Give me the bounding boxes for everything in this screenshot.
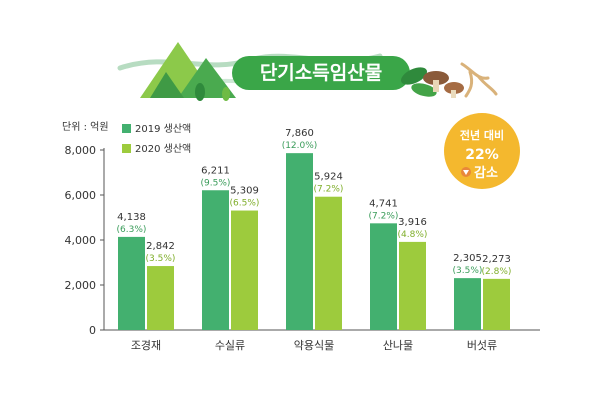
bar-2019	[370, 223, 397, 330]
leaf-icon	[400, 67, 428, 85]
y-tick-label: 8,000	[65, 144, 97, 157]
legend-swatch-2020	[122, 144, 131, 153]
bar-2020	[231, 210, 258, 330]
data-label-value: 6,211	[201, 165, 230, 176]
data-label-value: 4,138	[117, 212, 146, 223]
data-label-value: 2,305	[453, 253, 482, 264]
bar-2020	[483, 278, 510, 330]
data-label-share: (2.8%)	[482, 267, 512, 277]
bar-2019	[286, 153, 313, 330]
x-tick-label: 조경재	[131, 339, 161, 352]
bar-2020	[399, 241, 426, 330]
data-label-share: (3.5%)	[453, 266, 483, 276]
y-tick-label: 6,000	[65, 189, 97, 202]
data-label-value: 5,924	[314, 172, 343, 183]
header-illustration: 단기소득임산물	[117, 42, 498, 101]
data-label-share: (9.5%)	[201, 178, 231, 188]
legend: 2019 생산액 2020 생산액	[122, 123, 191, 155]
mushroom-icon	[433, 80, 439, 92]
chart-title: 단기소득임산물	[260, 62, 382, 84]
legend-label-2019: 2019 생산액	[135, 123, 191, 135]
bar-2020	[315, 196, 342, 330]
leaf-icon	[411, 83, 437, 97]
badge-line1: 전년 대비	[460, 128, 504, 142]
tree-icon	[222, 87, 230, 101]
x-tick-label: 약용식물	[294, 338, 334, 352]
data-label-share: (6.5%)	[230, 199, 260, 209]
mountain-icon	[150, 72, 184, 98]
tree-icon	[195, 83, 205, 101]
legend-label-2020: 2020 생산액	[135, 143, 191, 155]
x-tick-label: 산나물	[383, 339, 413, 352]
y-tick-label: 2,000	[65, 279, 97, 292]
y-ticks: 0 2,000 4,000 6,000 8,000	[65, 144, 104, 337]
bar-2020	[147, 266, 174, 330]
mountain-icon	[178, 58, 236, 98]
badge-line2: 22%	[465, 147, 499, 163]
data-label-value: 5,309	[230, 186, 259, 197]
badge-line3: 감소	[474, 166, 498, 181]
data-label-share: (12.0%)	[282, 141, 318, 151]
mushroom-icon	[423, 71, 449, 85]
y-tick-label: 4,000	[65, 234, 97, 247]
title-banner	[232, 56, 410, 90]
x-tick-label: 버섯류	[467, 339, 497, 352]
data-label-value: 2,273	[482, 254, 511, 265]
bar-groups: 4,138 (6.3%) 2,842 (3.5%) 조경재 6,211 (9.5%)5,30…	[117, 128, 512, 352]
data-label-value: 3,916	[398, 217, 427, 228]
unit-label: 단위 : 억원	[62, 120, 109, 133]
x-tick-label: 수실류	[215, 339, 245, 352]
bar-2019	[454, 278, 481, 330]
ginseng-icon	[460, 62, 498, 98]
data-label-share: (4.8%)	[398, 230, 428, 240]
data-label-share: (7.2%)	[369, 211, 399, 221]
data-label-share: (6.3%)	[117, 225, 147, 235]
bar-2019	[202, 190, 229, 330]
legend-swatch-2019	[122, 124, 131, 133]
data-label-value: 7,860	[285, 128, 314, 139]
down-arrow-icon-glyph	[463, 170, 469, 175]
data-label-share: (3.5%)	[146, 254, 176, 264]
mushroom-icon	[451, 90, 456, 98]
data-label-value: 4,741	[369, 198, 398, 209]
bar-2019	[118, 236, 145, 330]
data-label-share: (7.2%)	[314, 185, 344, 195]
summary-badge: 전년 대비 22% 감소	[444, 113, 520, 189]
y-tick-label: 0	[89, 324, 96, 337]
data-label-value: 2,842	[146, 241, 175, 252]
mushroom-icon	[444, 82, 464, 94]
